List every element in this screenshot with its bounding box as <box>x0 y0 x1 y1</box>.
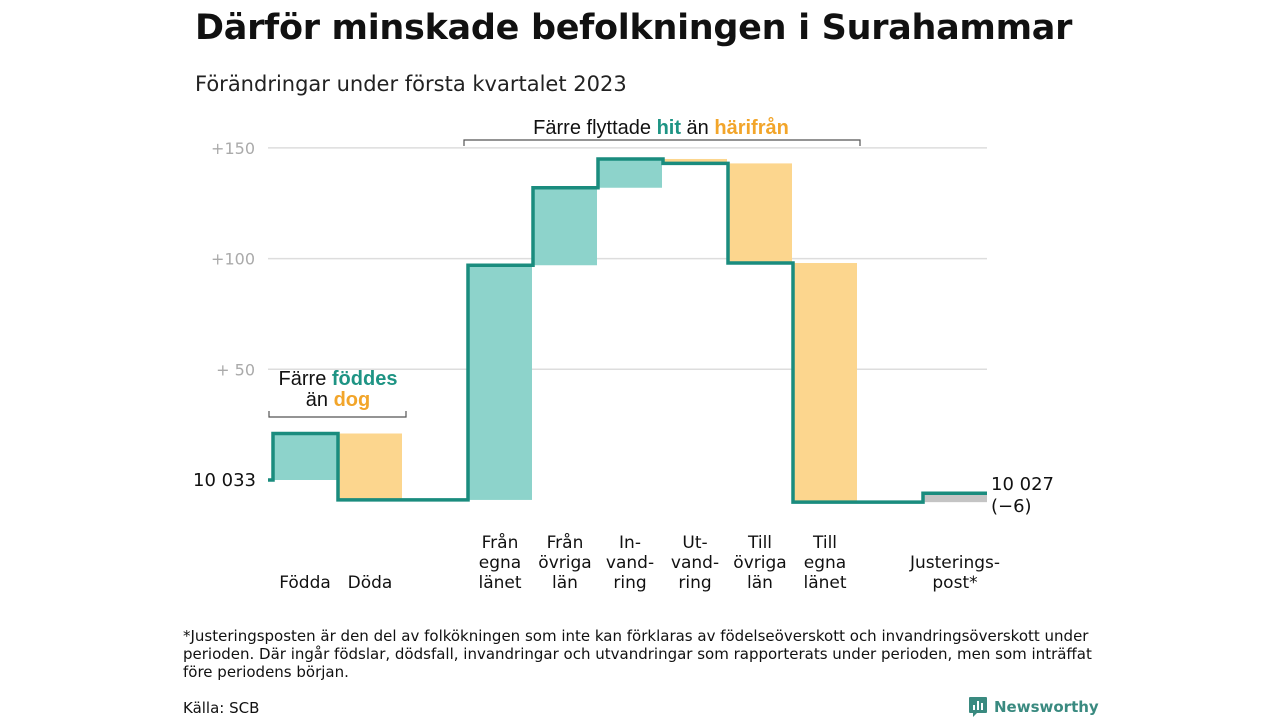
category-label-5-1: vand- <box>671 553 719 573</box>
category-label-5-2: ring <box>678 573 711 593</box>
bar-1 <box>338 433 402 500</box>
footnote: *Justeringsposten är den del av folkökni… <box>183 627 1092 681</box>
y-tick-label-2: +150 <box>211 139 255 158</box>
bar-5 <box>663 158 727 164</box>
start-value-label: 10 033 <box>193 470 256 491</box>
category-label-7-2: länet <box>803 573 846 593</box>
category-label-2-0: Från <box>482 532 519 553</box>
y-tick-label-1: +100 <box>211 250 255 269</box>
brand-logo: Newsworthy <box>968 696 1099 718</box>
category-label-5-0: Ut- <box>682 533 707 553</box>
bar-7 <box>793 263 857 503</box>
annotation-part-0: Färre flyttade <box>533 117 656 139</box>
annotation-migration: Färre flyttade hit än härifrån <box>533 116 789 139</box>
chart-title: Därför minskade befolkningen i Surahamma… <box>195 8 1073 48</box>
category-label-4-1: vand- <box>606 553 654 573</box>
category-label-1-0: Döda <box>348 573 393 593</box>
annotation-part-1: hit <box>657 117 682 139</box>
category-label-0-0: Födda <box>279 573 331 593</box>
category-label-8-0: Justerings- <box>909 553 1000 573</box>
bar-4 <box>598 158 662 188</box>
cumulative-line <box>268 157 987 504</box>
annotation-part-3: härifrån <box>714 116 788 139</box>
category-label-3-0: Från <box>547 532 584 553</box>
chart-subtitle: Förändringar under första kvartalet 2023 <box>195 72 627 96</box>
source-credit: Källa: SCB <box>183 699 260 717</box>
category-label-3-2: län <box>552 573 578 593</box>
category-label-2-1: egna <box>479 553 521 573</box>
end-value-label: 10 027 <box>991 474 1054 495</box>
bar-6 <box>728 163 792 264</box>
annotation-births-line-1: än dog <box>306 389 370 411</box>
category-label-4-0: In- <box>619 533 641 553</box>
category-label-7-1: egna <box>804 553 846 573</box>
category-label-7-0: Till <box>812 533 837 553</box>
annotation-part-2: än <box>681 117 714 139</box>
bar-3 <box>533 187 597 266</box>
annotation-highlight: dog <box>334 389 371 411</box>
bar-0 <box>273 433 337 480</box>
annotation-births-bracket <box>268 411 407 418</box>
annotation-highlight: föddes <box>332 368 398 390</box>
category-label-6-1: övriga <box>733 553 786 573</box>
category-label-6-2: län <box>747 573 773 593</box>
category-label-6-0: Till <box>747 533 772 553</box>
end-change-label: (−6) <box>991 496 1032 517</box>
annotation-births-line-0: Färre föddes <box>279 368 398 390</box>
bar-8 <box>923 493 987 503</box>
bar-2 <box>468 265 532 500</box>
brand-name: Newsworthy <box>994 698 1099 716</box>
category-label-4-2: ring <box>613 573 646 593</box>
annotation-text: Färre <box>279 368 332 390</box>
category-label-2-2: länet <box>478 573 521 593</box>
annotation-migration-bracket <box>463 139 861 146</box>
category-label-3-1: övriga <box>538 553 591 573</box>
category-label-8-1: post* <box>932 573 977 593</box>
annotation-text: än <box>306 389 334 411</box>
y-tick-label-0: + 50 <box>216 360 255 379</box>
bar-chart-icon <box>969 697 987 717</box>
